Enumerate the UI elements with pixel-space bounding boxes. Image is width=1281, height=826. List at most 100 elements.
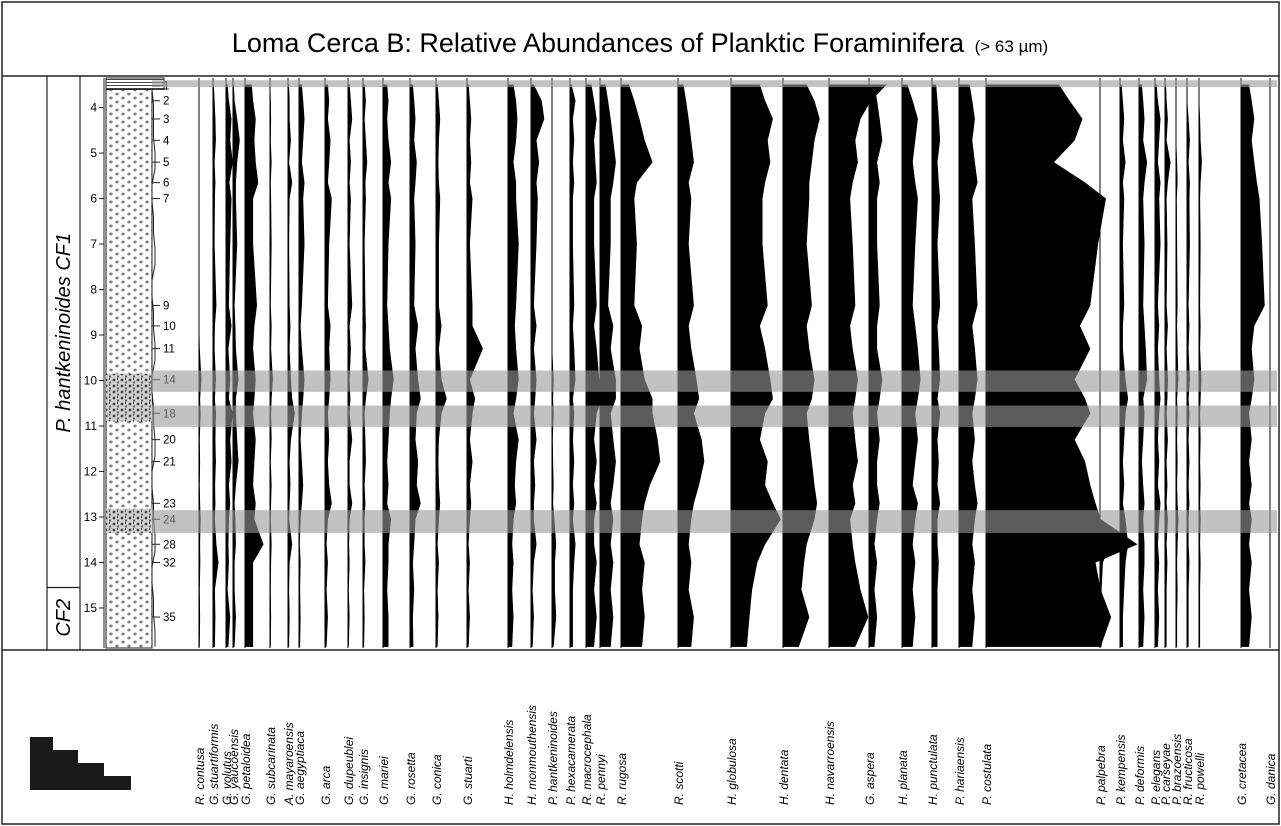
series-area-10 bbox=[347, 84, 353, 647]
species-label: P. hantkeninoides bbox=[546, 711, 560, 805]
species-label: P. deformis bbox=[1133, 746, 1147, 805]
sample-label: 3 bbox=[163, 114, 169, 126]
sample-label: 28 bbox=[163, 539, 176, 551]
depth-tick-label: 10 bbox=[84, 374, 98, 388]
species-label: H. navarroensis bbox=[823, 721, 837, 805]
depth-tick-label: 7 bbox=[90, 237, 97, 251]
species-label: R. contusa bbox=[193, 747, 207, 805]
species-label: G. arca bbox=[319, 765, 333, 805]
sample-label: 7 bbox=[163, 194, 169, 206]
species-label: P. carseyae bbox=[1159, 743, 1173, 805]
depth-tick-label: 9 bbox=[90, 328, 97, 342]
series-area-30 bbox=[958, 84, 978, 647]
species-label: R. rugosa bbox=[615, 753, 629, 805]
series-area-16 bbox=[507, 84, 519, 647]
scale-step-2 bbox=[30, 750, 78, 763]
series-area-31 bbox=[985, 84, 1138, 647]
species-label: G. volutus bbox=[220, 751, 234, 805]
species-label: G. aspera bbox=[863, 752, 877, 805]
series-area-35 bbox=[1154, 84, 1161, 647]
species-label: H. punctulata bbox=[926, 734, 940, 805]
series-area-24 bbox=[730, 84, 781, 647]
series-area-21 bbox=[599, 84, 616, 647]
series-area-12 bbox=[382, 84, 394, 647]
sample-label: 35 bbox=[163, 612, 176, 624]
series-area-5 bbox=[244, 84, 264, 647]
species-label: P. costulata bbox=[980, 744, 994, 805]
species-label: R. macrocephala bbox=[580, 714, 594, 805]
series-area-34 bbox=[1138, 84, 1148, 647]
sample-label: 5 bbox=[163, 157, 169, 169]
series-area-7 bbox=[287, 84, 295, 647]
breccia-unit-upper bbox=[106, 373, 152, 422]
species-label: H. holmdelensis bbox=[502, 720, 516, 805]
species-label: H. monmouthensis bbox=[525, 705, 539, 805]
chart-title: Loma Cerca B: Relative Abundances of Pla… bbox=[232, 28, 965, 58]
species-label: R. pennyi bbox=[594, 754, 608, 805]
series-area-3 bbox=[225, 84, 233, 647]
species-label: P. elegans bbox=[1149, 750, 1163, 805]
highlight-band-2 bbox=[152, 370, 1277, 392]
scale-step-3 bbox=[30, 763, 104, 776]
series-area-36 bbox=[1164, 84, 1171, 647]
series-area-27 bbox=[868, 84, 883, 647]
species-label: P. kempensis bbox=[1114, 735, 1128, 805]
series-area-14 bbox=[435, 84, 447, 647]
highlight-band-1 bbox=[152, 80, 1277, 88]
sample-label: 32 bbox=[163, 557, 176, 569]
sample-label: 4 bbox=[163, 135, 170, 147]
series-area-15 bbox=[466, 84, 483, 647]
depth-tick-label: 13 bbox=[84, 510, 98, 524]
species-label: G. danica bbox=[1264, 753, 1278, 805]
series-area-18 bbox=[551, 84, 557, 647]
series-area-1 bbox=[198, 84, 202, 647]
series-area-2 bbox=[212, 84, 219, 647]
series-area-38 bbox=[1186, 84, 1190, 647]
species-label: R. scotti bbox=[672, 761, 686, 805]
series-area-39 bbox=[1198, 84, 1202, 647]
series-area-23 bbox=[677, 84, 705, 647]
sample-label: 11 bbox=[163, 344, 175, 356]
highlight-bands bbox=[152, 80, 1277, 533]
scale-step-1 bbox=[30, 737, 53, 750]
series-area-40 bbox=[1240, 84, 1265, 647]
species-label: H. planata bbox=[896, 750, 910, 805]
lithology-column bbox=[105, 77, 165, 649]
breccia-unit-lower bbox=[106, 508, 152, 533]
depth-tick-label: 12 bbox=[84, 464, 98, 478]
series-area-26 bbox=[828, 84, 887, 647]
series-area-29 bbox=[931, 84, 941, 647]
sample-label: 10 bbox=[163, 321, 176, 333]
species-label: P. hariaensis bbox=[953, 737, 967, 805]
zone-label-cf1: P. hantkeninoides CF1 bbox=[53, 233, 75, 433]
depth-axis: 4 5 6 7 8 9 10 11 12 13 14 15 bbox=[84, 78, 105, 648]
depth-tick-label: 4 bbox=[90, 101, 97, 115]
abundance-curves bbox=[198, 78, 1271, 648]
species-label: R. powelli bbox=[1193, 753, 1207, 805]
series-area-11 bbox=[362, 84, 369, 647]
sample-label: 23 bbox=[163, 498, 176, 510]
depth-tick-label: 6 bbox=[90, 192, 97, 206]
series-area-37 bbox=[1175, 84, 1179, 647]
species-label: G. stuarti bbox=[461, 756, 475, 805]
species-label: G. dupeublei bbox=[342, 737, 356, 805]
scale-step-4 bbox=[30, 776, 131, 790]
depth-tick-label: 8 bbox=[90, 283, 97, 297]
marl-unit bbox=[105, 88, 153, 649]
species-label: G. mariei bbox=[377, 756, 391, 805]
series-area-28 bbox=[901, 84, 921, 647]
series-area-33 bbox=[1119, 84, 1129, 647]
zone-label-cf2: CF2 bbox=[53, 599, 75, 637]
series-area-9 bbox=[324, 84, 332, 647]
species-label: A. mayaroensis bbox=[282, 722, 296, 806]
species-label: G. aegyptiaca bbox=[293, 731, 307, 805]
species-label: G. stuartiformis bbox=[207, 724, 221, 805]
species-label: P. hexacamerata bbox=[564, 716, 578, 805]
chart-title-group: Loma Cerca B: Relative Abundances of Pla… bbox=[232, 28, 1048, 58]
species-label: P. brazoensis bbox=[1170, 734, 1184, 805]
series-area-32 bbox=[1099, 84, 1111, 647]
highlight-band-4 bbox=[152, 510, 1277, 533]
depth-tick-label: 14 bbox=[84, 555, 98, 569]
sample-label: 6 bbox=[163, 178, 169, 190]
